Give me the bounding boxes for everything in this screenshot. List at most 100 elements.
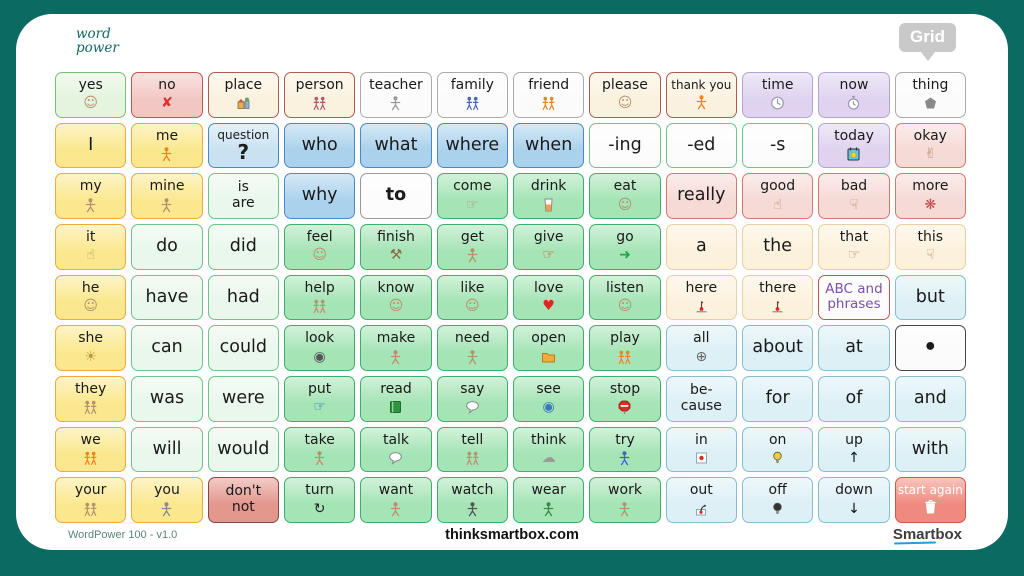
cell-think[interactable]: think ☁ — [513, 426, 585, 473]
cell-you[interactable]: you — [131, 477, 203, 523]
cell-down[interactable]: down ↓ — [818, 477, 890, 523]
cell-for[interactable]: for — [742, 376, 814, 422]
cell-bad[interactable]: bad ☟ — [818, 173, 890, 219]
cell-that[interactable]: that ☞ — [818, 224, 890, 270]
cell-drink[interactable]: drink — [513, 173, 585, 219]
cell-with[interactable]: with — [894, 426, 966, 473]
cell-be[interactable]: be-cause — [665, 376, 737, 422]
cell-put[interactable]: put ☞ — [284, 376, 356, 422]
cell-abc-and[interactable]: ABC and phrases — [818, 274, 890, 321]
cell-start-again[interactable]: start again — [894, 477, 966, 523]
cell-watch[interactable]: watch — [436, 477, 508, 523]
cell-yes[interactable]: yes ☺ — [55, 72, 127, 118]
cell-were[interactable]: were — [207, 376, 279, 422]
cell-friend[interactable]: friend — [513, 72, 585, 118]
cell-wear[interactable]: wear — [513, 477, 585, 523]
cell-talk[interactable]: talk — [360, 426, 432, 473]
cell-go[interactable]: go ➜ — [589, 224, 661, 270]
cell-make[interactable]: make — [360, 325, 432, 371]
cell-about[interactable]: about — [742, 325, 814, 371]
cell-the[interactable]: the — [742, 224, 814, 270]
cell-finish[interactable]: finish ⚒ — [360, 224, 432, 270]
cell-is[interactable]: is are — [207, 173, 279, 219]
cell-take[interactable]: take — [284, 426, 356, 473]
cell-love[interactable]: love ♥ — [513, 274, 585, 321]
cell-teacher[interactable]: teacher — [360, 72, 432, 118]
cell-get[interactable]: get — [436, 224, 508, 270]
cell-she[interactable]: she ☀ — [55, 325, 127, 371]
cell-tell[interactable]: tell — [436, 426, 508, 473]
cell-see[interactable]: see ◉ — [513, 376, 585, 422]
cell-good[interactable]: good ☝ — [742, 173, 814, 219]
cell-did[interactable]: did — [207, 224, 279, 270]
cell-who[interactable]: who — [284, 122, 356, 169]
cell-to[interactable]: to — [360, 173, 432, 219]
cell-thing[interactable]: thing — [894, 72, 966, 118]
cell-when[interactable]: when — [513, 122, 585, 169]
cell-please[interactable]: please ☺ — [589, 72, 661, 118]
cell-on[interactable]: on — [742, 426, 814, 473]
cell-stop[interactable]: stop — [589, 376, 661, 422]
cell-want[interactable]: want — [360, 477, 432, 523]
cell-don-t[interactable]: don't not — [207, 477, 279, 523]
cell-there[interactable]: there — [742, 274, 814, 321]
cell-could[interactable]: could — [207, 325, 279, 371]
cell-had[interactable]: had — [207, 274, 279, 321]
cell-they[interactable]: they — [55, 376, 127, 422]
cell-mine[interactable]: mine — [131, 173, 203, 219]
cell-now[interactable]: now — [818, 72, 890, 118]
cell-ed[interactable]: -ed — [665, 122, 737, 169]
cell-s[interactable]: -s — [742, 122, 814, 169]
cell-place[interactable]: place — [207, 72, 279, 118]
cell-really[interactable]: really — [665, 173, 737, 219]
cell-my[interactable]: my — [55, 173, 127, 219]
cell-out[interactable]: out — [665, 477, 737, 523]
cell-feel[interactable]: feel ☺ — [284, 224, 356, 270]
cell-play[interactable]: play — [589, 325, 661, 371]
cell-why[interactable]: why — [284, 173, 356, 219]
cell-give[interactable]: give ☞ — [513, 224, 585, 270]
cell-try[interactable]: try — [589, 426, 661, 473]
cell-today[interactable]: today — [818, 122, 890, 169]
cell-can[interactable]: can — [131, 325, 203, 371]
cell-do[interactable]: do — [131, 224, 203, 270]
cell-help[interactable]: help — [284, 274, 356, 321]
cell-would[interactable]: would — [207, 426, 279, 473]
cell-what[interactable]: what — [360, 122, 432, 169]
cell-he[interactable]: he ☺ — [55, 274, 127, 321]
cell-your[interactable]: your — [55, 477, 127, 523]
cell-at[interactable]: at — [818, 325, 890, 371]
cell-family[interactable]: family — [436, 72, 508, 118]
cell-but[interactable]: but — [894, 274, 966, 321]
cell-eat[interactable]: eat ☺ — [589, 173, 661, 219]
cell-need[interactable]: need — [436, 325, 508, 371]
cell-and[interactable]: and — [894, 376, 966, 422]
cell-up[interactable]: up ↑ — [818, 426, 890, 473]
cell-[interactable]: • — [894, 325, 966, 371]
cell-all[interactable]: all ⊕ — [665, 325, 737, 371]
cell-this[interactable]: this ☟ — [894, 224, 966, 270]
cell-look[interactable]: look ◉ — [284, 325, 356, 371]
cell-question[interactable]: question? — [207, 122, 279, 169]
cell-like[interactable]: like ☺ — [436, 274, 508, 321]
cell-open[interactable]: open — [513, 325, 585, 371]
cell-ing[interactable]: -ing — [589, 122, 661, 169]
cell-i[interactable]: I — [55, 122, 127, 169]
cell-no[interactable]: no ✘ — [131, 72, 203, 118]
cell-work[interactable]: work — [589, 477, 661, 523]
cell-know[interactable]: know ☺ — [360, 274, 432, 321]
cell-turn[interactable]: turn ↻ — [284, 477, 356, 523]
cell-okay[interactable]: okay ✌ — [894, 122, 966, 169]
cell-come[interactable]: come ☞ — [436, 173, 508, 219]
cell-will[interactable]: will — [131, 426, 203, 473]
cell-was[interactable]: was — [131, 376, 203, 422]
cell-have[interactable]: have — [131, 274, 203, 321]
cell-more[interactable]: more ❋ — [894, 173, 966, 219]
cell-here[interactable]: here — [665, 274, 737, 321]
cell-of[interactable]: of — [818, 376, 890, 422]
cell-where[interactable]: where — [436, 122, 508, 169]
cell-a[interactable]: a — [665, 224, 737, 270]
cell-say[interactable]: say — [436, 376, 508, 422]
cell-read[interactable]: read — [360, 376, 432, 422]
cell-me[interactable]: me — [131, 122, 203, 169]
